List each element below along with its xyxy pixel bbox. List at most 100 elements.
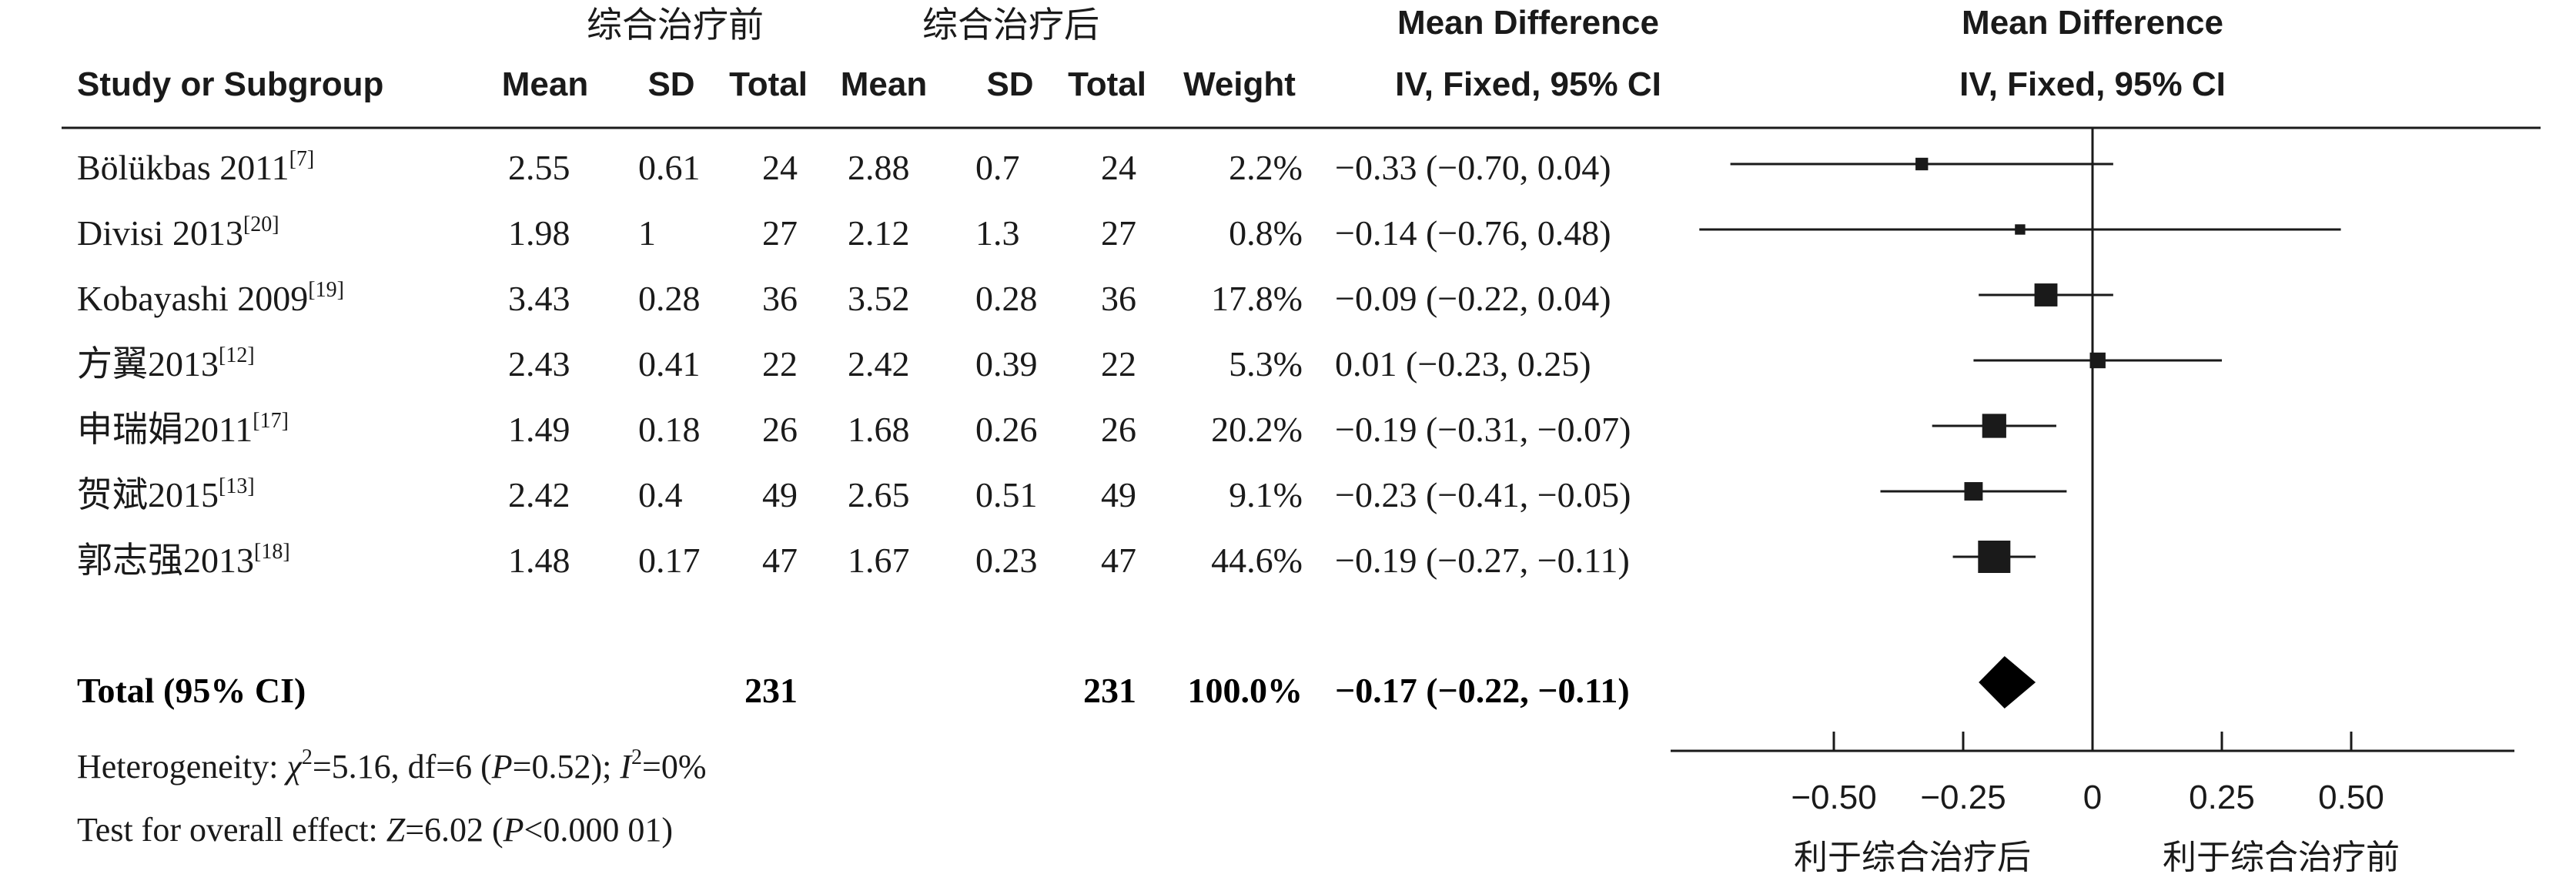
weight-value: 0.8% — [1229, 213, 1303, 253]
total-before: 49 — [762, 475, 798, 514]
mean-before: 3.43 — [508, 279, 570, 318]
study-rows: Bölükbas 2011[7] 2.55 0.61 24 2.88 0.7 24 2.2% −… — [77, 147, 2341, 580]
ci-text: −0.23 (−0.41, −0.05) — [1335, 475, 1631, 514]
mean-after: 1.68 — [848, 410, 910, 449]
weight-value: 5.3% — [1229, 344, 1303, 384]
weight-value: 17.8% — [1211, 279, 1303, 318]
total-after: 49 — [1101, 475, 1136, 514]
total-ci: −0.17 (−0.22, −0.11) — [1335, 671, 1630, 710]
effect-square — [2089, 352, 2106, 369]
effect-square — [1915, 157, 1929, 171]
total-after: 27 — [1101, 213, 1136, 253]
weight-value: 20.2% — [1211, 410, 1303, 449]
ci-text: −0.14 (−0.76, 0.48) — [1335, 213, 1611, 253]
study-name: 郭志强2013[18] — [77, 540, 290, 580]
x-tick-label: 0.25 — [2189, 779, 2255, 816]
x-tick-label: 0.50 — [2318, 779, 2384, 816]
total-after: 26 — [1101, 410, 1136, 449]
weight-header: Weight — [1183, 65, 1296, 103]
study-name: Bölükbas 2011[7] — [77, 147, 314, 187]
study-name: 申瑞娟2011[17] — [77, 409, 289, 449]
ci-text: −0.09 (−0.22, 0.04) — [1335, 279, 1611, 318]
ci-text: −0.33 (−0.70, 0.04) — [1335, 148, 1611, 187]
overall-effect-note: Test for overall effect: Z=6.02 (P<0.000… — [77, 811, 673, 849]
total-before: 24 — [762, 148, 798, 187]
total-before: 47 — [762, 541, 798, 580]
sd-after: 0.7 — [975, 148, 1020, 187]
x-axis-ticks: −0.50 −0.25 0 0.25 0.50 — [1791, 732, 2384, 816]
effect-square — [1982, 414, 2006, 438]
total-before: 27 — [762, 213, 798, 253]
total-after: 36 — [1101, 279, 1136, 318]
total-label: Total (95% CI) — [77, 671, 306, 710]
ci-text: −0.19 (−0.27, −0.11) — [1335, 541, 1630, 580]
weight-value: 9.1% — [1229, 475, 1303, 514]
mean-before: 1.49 — [508, 410, 570, 449]
mean-header-before: Mean — [502, 65, 588, 103]
group-after-header: 综合治疗后 — [922, 4, 1099, 45]
mean-before: 2.55 — [508, 148, 570, 187]
mean-after: 1.67 — [848, 541, 910, 580]
sd-before: 1 — [638, 213, 656, 253]
effect-square — [1978, 541, 2011, 573]
total-weight: 100.0% — [1188, 671, 1303, 710]
study-name: Kobayashi 2009[19] — [77, 278, 344, 318]
sd-header-before: SD — [647, 65, 694, 103]
mean-before: 2.42 — [508, 475, 570, 514]
sd-after: 0.51 — [975, 475, 1038, 514]
md-column-title: Mean Difference — [1397, 4, 1659, 42]
ci-text: −0.19 (−0.31, −0.07) — [1335, 410, 1631, 449]
sd-before: 0.17 — [638, 541, 701, 580]
x-tick-label: −0.50 — [1791, 779, 1876, 816]
mean-before: 1.98 — [508, 213, 570, 253]
pooled-diamond — [1979, 656, 2036, 708]
effect-square — [2034, 283, 2058, 307]
effect-square — [2015, 224, 2026, 235]
sd-after: 0.26 — [975, 410, 1038, 449]
weight-value: 2.2% — [1229, 148, 1303, 187]
favours-right-label: 利于综合治疗前 — [2163, 838, 2400, 877]
sd-after: 1.3 — [975, 213, 1020, 253]
x-tick-label: −0.25 — [1920, 779, 2006, 816]
ci-text: 0.01 (−0.23, 0.25) — [1335, 344, 1591, 384]
md-column-subtitle: IV, Fixed, 95% CI — [1395, 65, 1661, 103]
total-after: 22 — [1101, 344, 1136, 384]
total-n-before: 231 — [744, 671, 798, 710]
favours-left-label: 利于综合治疗后 — [1794, 838, 2031, 877]
sd-after: 0.28 — [975, 279, 1038, 318]
effect-square — [1964, 482, 1983, 501]
total-n-after: 231 — [1083, 671, 1136, 710]
mean-header-after: Mean — [841, 65, 927, 103]
plot-title: Mean Difference — [1962, 4, 2223, 42]
plot-subtitle: IV, Fixed, 95% CI — [1959, 65, 2226, 103]
total-before: 22 — [762, 344, 798, 384]
mean-before: 1.48 — [508, 541, 570, 580]
total-after: 24 — [1101, 148, 1136, 187]
sd-before: 0.61 — [638, 148, 701, 187]
study-name: 方翼2013[12] — [77, 343, 255, 384]
x-tick-label: 0 — [2083, 779, 2102, 816]
mean-after: 2.88 — [848, 148, 910, 187]
total-header-before: Total — [729, 65, 808, 103]
sd-after: 0.39 — [975, 344, 1038, 384]
study-name: Divisi 2013[20] — [77, 213, 279, 253]
weight-value: 44.6% — [1211, 541, 1303, 580]
sd-before: 0.41 — [638, 344, 701, 384]
heterogeneity-note: Heterogeneity: χ2=5.16, df=6 (P=0.52); I… — [77, 745, 706, 786]
mean-after: 3.52 — [848, 279, 910, 318]
sd-before: 0.18 — [638, 410, 701, 449]
total-header-after: Total — [1068, 65, 1146, 103]
sd-before: 0.28 — [638, 279, 701, 318]
mean-after: 2.12 — [848, 213, 910, 253]
sd-header-after: SD — [986, 65, 1033, 103]
mean-after: 2.42 — [848, 344, 910, 384]
study-name: 贺斌2015[13] — [77, 474, 255, 514]
sd-after: 0.23 — [975, 541, 1038, 580]
total-before: 36 — [762, 279, 798, 318]
group-before-header: 综合治疗前 — [587, 4, 764, 45]
total-after: 47 — [1101, 541, 1136, 580]
study-column-header: Study or Subgroup — [77, 65, 383, 103]
mean-before: 2.43 — [508, 344, 570, 384]
sd-before: 0.4 — [638, 475, 683, 514]
